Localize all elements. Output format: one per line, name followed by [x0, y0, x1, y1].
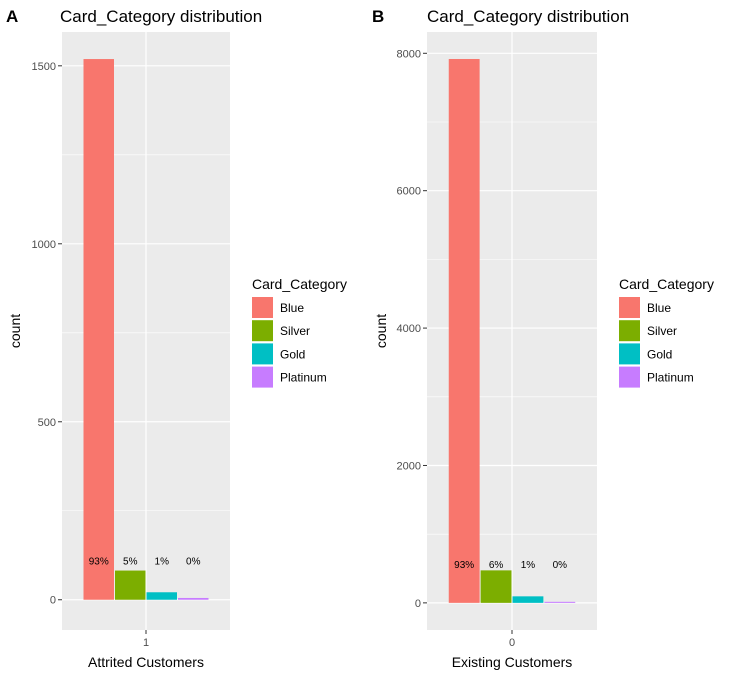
panel-tag: B	[372, 7, 384, 26]
chart-title: Card_Category distribution	[427, 7, 629, 26]
legend-label-silver: Silver	[280, 324, 310, 338]
legend-label-platinum: Platinum	[647, 371, 694, 385]
bar-blue	[83, 59, 114, 600]
y-tick-label: 500	[38, 417, 56, 429]
bar-silver	[480, 570, 512, 603]
legend-key-platinum	[252, 366, 273, 388]
x-axis-title: Existing Customers	[452, 654, 573, 670]
panel-a: 0 500 1000 1500 93% 5% 1% 0% 1 A Card_Category dis…	[6, 7, 347, 670]
legend-key-silver	[619, 320, 640, 342]
bar-percent-label: 93%	[89, 557, 109, 568]
panel-tag: A	[6, 7, 18, 26]
bar-percent-label: 93%	[454, 560, 474, 571]
y-tick-label: 1500	[32, 61, 56, 73]
y-tick-label: 8000	[397, 48, 421, 60]
bar-silver	[115, 570, 146, 600]
legend-label-platinum: Platinum	[280, 371, 327, 385]
bar-percent-label: 1%	[521, 560, 536, 571]
legend-label-blue: Blue	[647, 301, 671, 315]
panel-b: 0 2000 4000 6000 8000 93% 6% 1% 0% 0 B Card_Categor…	[372, 7, 714, 670]
legend-title: Card_Category	[619, 276, 714, 292]
bar-percent-label: 0%	[553, 560, 568, 571]
legend-key-gold	[252, 343, 273, 365]
chart-title: Card_Category distribution	[60, 7, 262, 26]
legend-key-blue	[252, 297, 273, 318]
legend-label-silver: Silver	[647, 324, 677, 338]
legend-label-gold: Gold	[647, 347, 672, 361]
legend-key-blue	[619, 297, 640, 318]
bar-percent-label: 6%	[489, 560, 504, 571]
legend-key-silver	[252, 320, 273, 342]
y-tick-label: 1000	[32, 239, 56, 251]
x-axis-title: Attrited Customers	[88, 654, 204, 670]
legend-key-platinum	[619, 366, 640, 388]
y-axis-title: count	[373, 314, 389, 348]
bar-percent-label: 1%	[155, 557, 170, 568]
y-tick-label: 0	[50, 595, 56, 607]
bar-blue	[448, 58, 480, 603]
y-tick-label: 0	[415, 598, 421, 610]
legend-label-blue: Blue	[280, 301, 304, 315]
bar-percent-label: 0%	[186, 557, 201, 568]
bar-gold	[512, 596, 544, 603]
y-tick-label: 4000	[397, 323, 421, 335]
y-tick-label: 2000	[397, 460, 421, 472]
y-tick-label: 6000	[397, 186, 421, 198]
bar-platinum	[178, 597, 209, 600]
legend-label-gold: Gold	[280, 347, 305, 361]
legend-key-gold	[619, 343, 640, 365]
x-tick-label: 1	[143, 637, 149, 649]
bar-platinum	[544, 601, 576, 603]
y-axis-title: count	[7, 314, 23, 348]
bar-percent-label: 5%	[123, 557, 138, 568]
bar-gold	[146, 592, 177, 600]
x-tick-label: 0	[509, 637, 515, 649]
legend-title: Card_Category	[252, 276, 347, 292]
